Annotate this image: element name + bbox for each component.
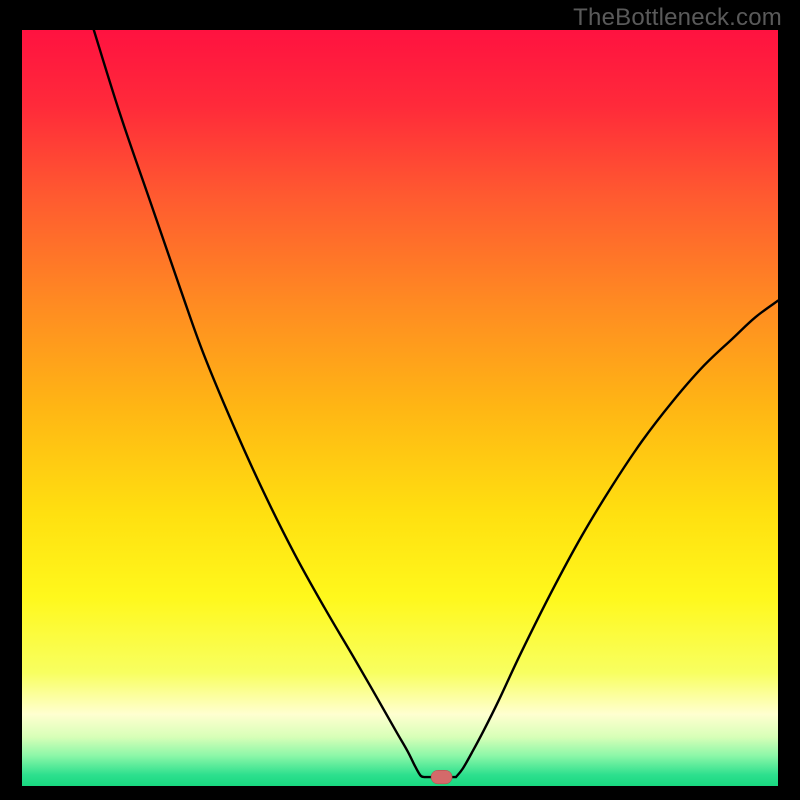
chart-svg (22, 30, 778, 786)
plot-area (22, 30, 778, 786)
watermark-text: TheBottleneck.com (573, 4, 782, 32)
bottleneck-marker (431, 770, 452, 784)
gradient-background (22, 30, 778, 786)
chart-frame: TheBottleneck.com (0, 0, 800, 800)
